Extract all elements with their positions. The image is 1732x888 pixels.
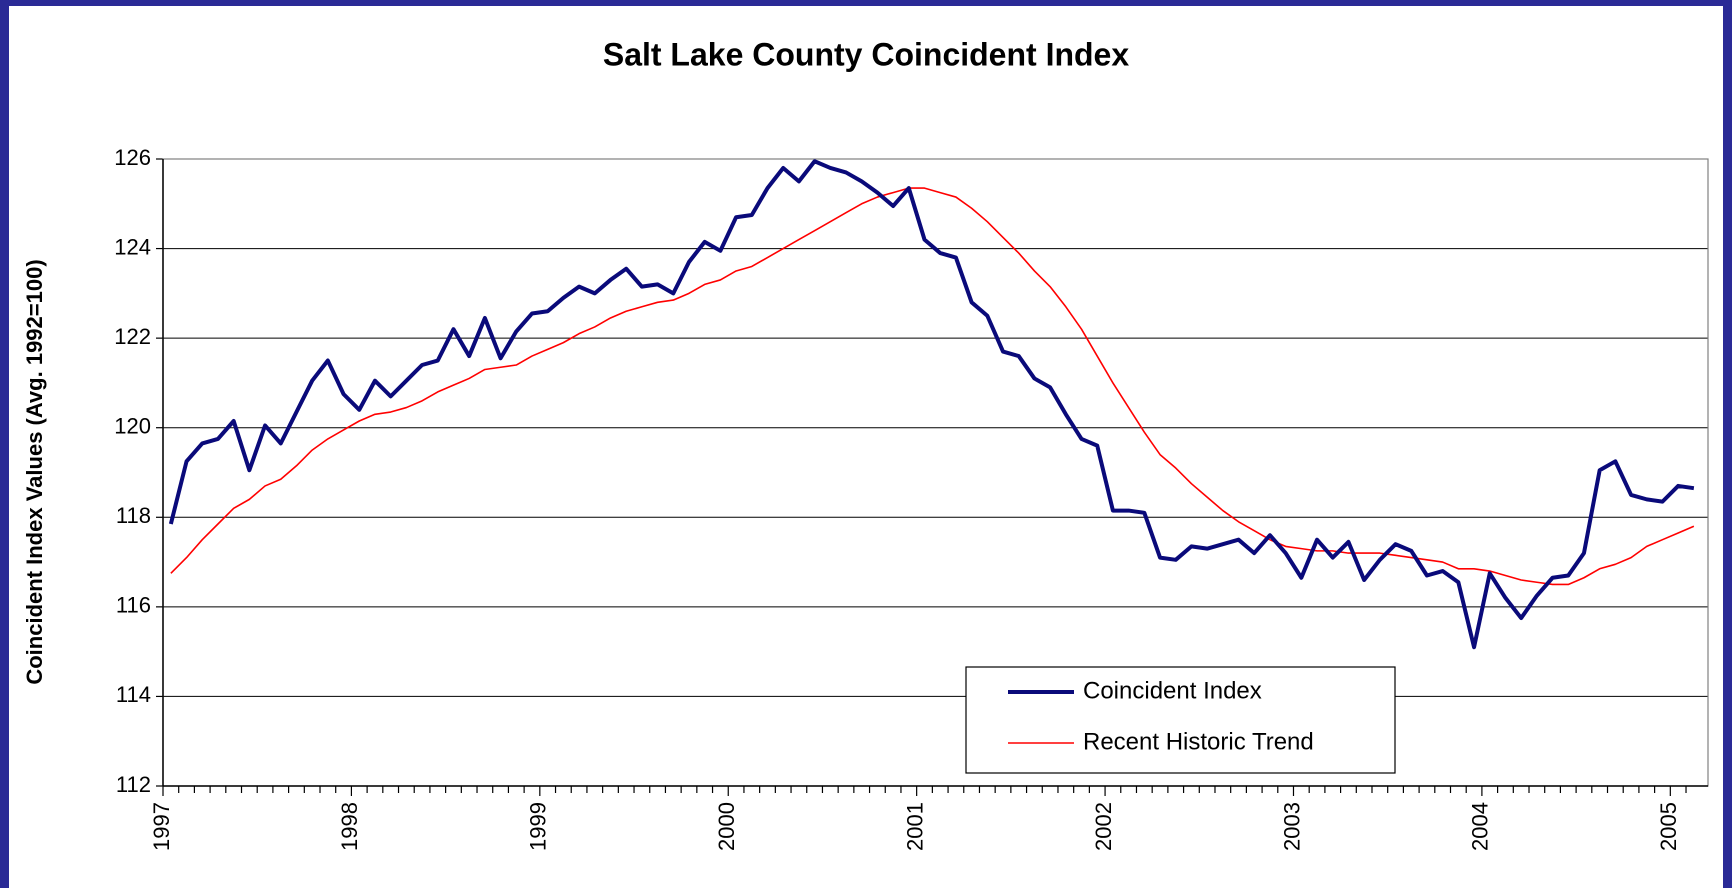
y-tick-label: 112	[116, 772, 151, 797]
x-tick-label: 1999	[526, 802, 551, 851]
legend-label: Recent Historic Trend	[1083, 728, 1314, 755]
legend-box	[965, 666, 1396, 774]
x-tick-label: 1998	[337, 802, 362, 851]
data-line	[168, 159, 1695, 650]
y-tick-label: 116	[116, 593, 151, 618]
y-tick-label: 124	[114, 234, 151, 259]
x-tick-label: 2003	[1279, 802, 1304, 851]
y-tick-label: 120	[114, 414, 151, 439]
legend-label: Coincident Index	[1083, 677, 1262, 704]
chart-area	[9, 6, 1723, 888]
y-tick-label: 122	[114, 324, 151, 349]
y-tick-label: 126	[114, 145, 151, 170]
x-tick-label: 2000	[714, 802, 739, 851]
y-tick-label: 118	[116, 503, 151, 528]
data-line	[170, 187, 1695, 586]
chart-title: Salt Lake County Coincident Index	[603, 36, 1130, 72]
y-tick-label: 114	[116, 682, 151, 707]
x-tick-label: 2004	[1468, 802, 1493, 851]
x-tick-label: 2005	[1656, 802, 1681, 851]
x-tick-label: 1997	[149, 802, 174, 851]
plot-border	[162, 158, 1709, 787]
x-tick-label: 2002	[1091, 802, 1116, 851]
x-tick-label: 2001	[902, 802, 927, 851]
y-axis-label: Coincident Index Values (Avg. 1992=100)	[22, 259, 47, 684]
